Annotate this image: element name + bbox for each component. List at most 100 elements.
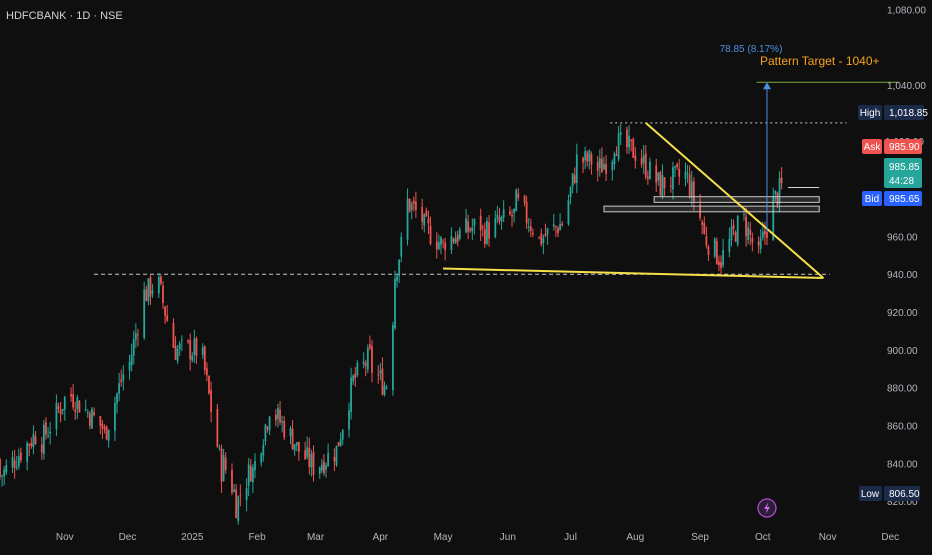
candle-body	[281, 421, 284, 423]
candle-body	[496, 214, 499, 219]
candle	[122, 365, 125, 391]
candle	[467, 214, 470, 240]
x-tick-label: May	[434, 532, 453, 543]
candle	[151, 283, 154, 298]
candle	[734, 230, 737, 243]
candle-body	[118, 383, 121, 394]
candle-body	[76, 397, 79, 410]
candle	[469, 226, 472, 233]
candles-layer	[0, 124, 783, 525]
candle-body	[11, 457, 14, 468]
candle	[525, 195, 528, 229]
candle	[688, 165, 691, 199]
price-axis[interactable]: 1,080.00 1,040.00 960.00 940.00 920.00 900.00…	[858, 5, 928, 508]
candle	[540, 228, 543, 247]
candle	[412, 196, 415, 212]
candle-body	[569, 187, 572, 198]
candle-body	[30, 442, 33, 447]
candle	[237, 495, 240, 525]
candle	[488, 214, 490, 247]
candle-body	[575, 154, 578, 184]
candle-body	[701, 221, 704, 225]
candle-body	[747, 227, 750, 240]
candle-body	[222, 455, 225, 481]
candle	[684, 162, 687, 187]
candle-body	[471, 227, 474, 232]
candle-body	[78, 400, 81, 413]
candle	[502, 200, 505, 223]
candle	[247, 458, 250, 497]
ask-tag-label: Ask	[864, 142, 882, 153]
candle	[718, 255, 720, 272]
candle	[105, 425, 108, 441]
candle-body	[699, 204, 702, 218]
candle-body	[567, 200, 570, 224]
candle	[339, 432, 342, 447]
candle-body	[649, 161, 651, 179]
time-axis[interactable]: Nov Dec 2025 Feb Mar Apr May Jun Jul Aug Sep Oct Nov…	[56, 532, 899, 543]
candle	[34, 431, 37, 445]
candle-body	[444, 242, 447, 251]
candle	[414, 191, 417, 219]
candle	[632, 137, 635, 158]
candle-body	[676, 164, 679, 168]
candle	[686, 164, 689, 184]
candle-body	[103, 427, 106, 430]
candle-body	[730, 226, 733, 241]
candle	[147, 278, 150, 306]
candle-body	[690, 181, 693, 198]
candle	[674, 165, 676, 178]
candle-body	[488, 222, 490, 239]
candle	[732, 219, 735, 236]
candle-body	[15, 466, 18, 469]
x-tick-label: Jul	[564, 532, 577, 543]
candle	[619, 124, 622, 145]
candle	[496, 205, 499, 224]
candle	[268, 415, 271, 436]
candle	[32, 425, 35, 455]
candle	[1, 474, 3, 487]
candle-body	[304, 450, 307, 460]
candle	[63, 395, 66, 421]
candle-body	[410, 203, 413, 211]
target-annotation: Pattern Target - 1040+	[760, 54, 880, 68]
candle-body	[555, 226, 557, 228]
candle	[465, 208, 467, 234]
y-ticks: 1,080.00 1,040.00 960.00 940.00 920.00 900.00…	[887, 5, 926, 508]
candle-body	[1, 475, 3, 477]
candle	[291, 420, 294, 450]
candle-body	[425, 210, 428, 217]
candle-body	[143, 289, 146, 338]
candle	[348, 402, 350, 438]
x-tick-label: Nov	[56, 532, 74, 543]
candle-body	[532, 232, 534, 235]
candle-body	[174, 345, 177, 360]
candle	[99, 415, 102, 435]
candle	[634, 147, 637, 169]
candle	[672, 161, 674, 200]
candle	[70, 387, 72, 402]
candle	[17, 448, 20, 470]
candle-body	[586, 152, 589, 162]
candle	[408, 198, 411, 213]
candle	[427, 210, 430, 234]
candle	[116, 392, 118, 414]
candle-body	[421, 206, 424, 222]
candle-body	[266, 427, 269, 430]
candle	[600, 147, 603, 173]
y-tick-label: 1,040.00	[887, 81, 926, 92]
candle	[26, 441, 29, 471]
candle	[264, 423, 267, 446]
candle	[318, 466, 321, 479]
candle	[385, 384, 388, 390]
candle-body	[201, 347, 204, 355]
candle	[0, 457, 1, 480]
candle	[162, 280, 164, 309]
candle	[381, 357, 384, 396]
candle-body	[295, 442, 298, 446]
events-lightning-icon[interactable]	[757, 498, 777, 518]
candle-body	[45, 422, 47, 435]
candle-body	[588, 150, 591, 162]
candle-body	[552, 224, 555, 227]
